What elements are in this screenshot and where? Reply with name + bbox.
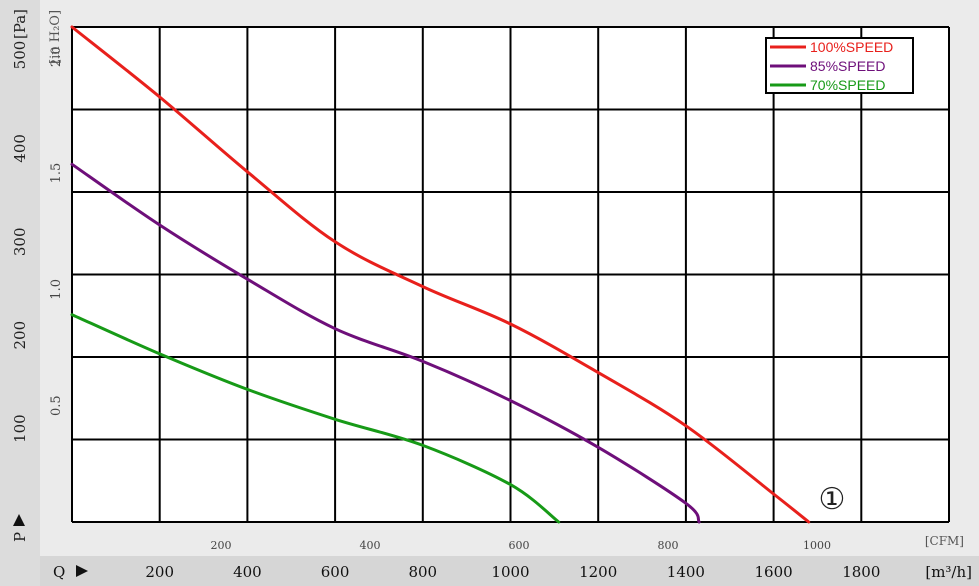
m3h-tick-label: 400 <box>233 563 262 581</box>
m3h-tick-label: 200 <box>145 563 174 581</box>
pa-tick-label: 500 <box>11 41 29 70</box>
legend-label: 70%SPEED <box>810 77 885 93</box>
m3h-unit-label: [m³/h] <box>925 563 972 581</box>
series-line-100-speed <box>70 25 811 524</box>
inh2o-unit-label: [in H₂O] <box>48 10 63 64</box>
m3h-tick-label: 800 <box>408 563 437 581</box>
pa-tick-label: 300 <box>11 227 29 256</box>
legend-label: 100%SPEED <box>810 39 893 55</box>
pa-axis-strip <box>0 0 40 556</box>
cfm-tick-label: 800 <box>658 539 679 552</box>
m3h-tick-label: 1600 <box>755 563 793 581</box>
m3h-tick-label: 1000 <box>491 563 529 581</box>
pressure-symbol: P <box>11 532 29 542</box>
inh2o-tick-label: 0.5 <box>49 395 64 416</box>
cfm-tick-label: 200 <box>211 539 232 552</box>
legend: 100%SPEED 85%SPEED 70%SPEED <box>765 37 914 94</box>
pa-unit-label: [Pa] <box>11 9 29 39</box>
series-lines <box>70 25 811 524</box>
inh2o-tick-label: 2.0 <box>49 46 64 67</box>
cfm-tick-label: 1000 <box>803 539 831 552</box>
corner-strip <box>0 556 40 586</box>
cfm-tick-label: 600 <box>509 539 530 552</box>
cfm-tick-label: 400 <box>360 539 381 552</box>
cfm-unit-label: [CFM] <box>925 534 964 548</box>
legend-label: 85%SPEED <box>810 58 885 74</box>
pa-tick-label: 200 <box>11 321 29 350</box>
inh2o-tick-label: 1.5 <box>49 163 64 184</box>
m3h-tick-label: 600 <box>321 563 350 581</box>
curve-annotation-marker: ① <box>819 482 846 517</box>
m3h-tick-label: 1800 <box>842 563 880 581</box>
m3h-tick-label: 1200 <box>579 563 617 581</box>
inh2o-tick-label: 1.0 <box>49 279 64 300</box>
series-line-70-speed <box>70 313 561 524</box>
q-axis-arrow-icon <box>76 565 88 577</box>
m3h-tick-label: 1400 <box>667 563 705 581</box>
grid <box>71 26 950 523</box>
pa-tick-label: 100 <box>11 414 29 443</box>
m3h-axis-strip <box>40 556 979 586</box>
series-line-85-speed <box>70 162 701 524</box>
flow-symbol: Q <box>53 563 65 581</box>
pa-tick-label: 400 <box>11 134 29 163</box>
p-axis-arrow-icon <box>13 514 25 526</box>
